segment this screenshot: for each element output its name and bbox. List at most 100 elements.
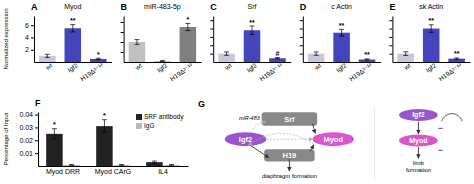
y-tick-mark bbox=[300, 20, 303, 21]
title: Myod bbox=[64, 3, 81, 11]
x-tick-label: H19Δ³⁻¹³ bbox=[258, 61, 284, 82]
y-tick bbox=[121, 22, 124, 23]
x-tick-label: Igf2 bbox=[156, 61, 170, 74]
x-tick: wt bbox=[223, 62, 233, 72]
x-tick-label: Myod DRR bbox=[46, 168, 80, 176]
error-bar bbox=[45, 54, 50, 57]
x-tick: IL4 bbox=[158, 168, 168, 175]
y-axis-line bbox=[213, 17, 214, 63]
significance-label: # bbox=[275, 50, 279, 57]
panel-label: B bbox=[121, 2, 128, 12]
node bbox=[313, 132, 354, 146]
bar bbox=[359, 59, 376, 62]
y-tick-label: 6 bbox=[25, 22, 29, 29]
y-tick bbox=[389, 37, 392, 38]
y-tick-label: 0.01 bbox=[19, 150, 33, 157]
significance-label: * bbox=[53, 121, 56, 128]
y-tick-mark bbox=[31, 50, 34, 51]
arrow bbox=[266, 139, 312, 140]
error-bar bbox=[134, 40, 139, 45]
bar bbox=[129, 42, 146, 62]
x-axis: wtIgf2H19Δ³⁻¹³ bbox=[303, 61, 381, 82]
error-bar bbox=[454, 58, 459, 60]
x-tick: H19Δ³⁻¹³ bbox=[258, 61, 284, 82]
plot-area bbox=[397, 25, 464, 62]
plot-area bbox=[39, 25, 106, 62]
bar bbox=[180, 27, 197, 62]
x-tick-label: Igf2 bbox=[66, 61, 80, 74]
bar bbox=[163, 165, 179, 166]
y-tick bbox=[121, 52, 124, 53]
bar bbox=[65, 28, 82, 62]
y-tick-mark bbox=[35, 127, 38, 128]
y-tick-mark bbox=[210, 45, 213, 46]
bar bbox=[90, 59, 107, 62]
bar bbox=[113, 165, 129, 166]
error-bar bbox=[314, 52, 319, 55]
bar bbox=[244, 30, 261, 62]
y-axis bbox=[300, 17, 304, 63]
error-bar bbox=[185, 23, 190, 30]
x-tick: Myod CArG bbox=[95, 168, 132, 176]
x-tick: Igf2 bbox=[245, 61, 259, 74]
y-axis: 0.010.020.030.04 bbox=[19, 111, 38, 166]
y-tick: 0.04 bbox=[19, 111, 38, 118]
panel-label: C bbox=[210, 2, 217, 12]
x-tick: H19Δ³⁻¹³ bbox=[348, 61, 374, 82]
y-tick-label: 0.04 bbox=[19, 111, 33, 118]
y-tick-mark bbox=[210, 20, 213, 21]
panel: wtIgf2H19Δ³⁻¹³*BmiR-483-5p bbox=[121, 2, 202, 82]
y-tick: 0.03 bbox=[19, 124, 38, 131]
y-axis-line bbox=[392, 17, 393, 63]
error-bar bbox=[70, 25, 75, 32]
y-tick bbox=[300, 20, 303, 21]
annotations: ***AMyodNormalized expression bbox=[3, 2, 100, 70]
legend-label: SRF antibody bbox=[144, 113, 184, 121]
x-tick: Igf2 bbox=[335, 61, 349, 74]
panel: wtIgf2H19Δ³⁻¹³**#CSrf bbox=[210, 2, 291, 82]
plot-area bbox=[129, 23, 196, 62]
node-label: Myod bbox=[323, 135, 343, 144]
y-tick bbox=[389, 45, 392, 46]
legend-label: IgG bbox=[144, 122, 154, 130]
x-tick-label: Igf2 bbox=[424, 61, 438, 74]
node-label: Igf2 bbox=[239, 135, 252, 144]
x-tick-label: Igf2 bbox=[245, 61, 259, 74]
y-tick-mark bbox=[389, 20, 392, 21]
arrow bbox=[251, 122, 266, 133]
significance-label: ** bbox=[364, 51, 370, 58]
y-tick-mark bbox=[121, 22, 124, 23]
node-label: Myod bbox=[409, 137, 427, 145]
significance-label: * bbox=[97, 51, 100, 58]
error-bar bbox=[224, 52, 229, 55]
arrow bbox=[313, 124, 316, 134]
x-axis: wtIgf2H19Δ³⁻¹³ bbox=[124, 61, 202, 82]
plot-area bbox=[218, 26, 285, 62]
y-axis bbox=[121, 17, 125, 63]
x-tick-label: H19Δ³⁻¹³ bbox=[79, 61, 105, 82]
error-bar bbox=[96, 58, 101, 59]
panel: wtIgf2H19Δ³⁻¹³****Esk Actin bbox=[389, 2, 470, 82]
panel-label: G bbox=[198, 99, 205, 109]
y-axis bbox=[210, 17, 214, 63]
error-bar bbox=[250, 26, 255, 34]
diagram: GSrfIgf2MyodH19Igf2MyodmiR-483diaphragm … bbox=[198, 99, 462, 180]
y-tick-mark bbox=[300, 45, 303, 46]
x-axis: Myod DRR Myod CArG IL4 bbox=[39, 167, 189, 176]
bracket bbox=[442, 114, 463, 122]
annotations: **#CSrf bbox=[210, 2, 279, 57]
x-tick: wt bbox=[133, 62, 143, 72]
y-tick-label: 2 bbox=[25, 46, 29, 53]
significance-label: * bbox=[103, 112, 106, 119]
arrow bbox=[418, 122, 419, 134]
y-axis-line bbox=[38, 113, 39, 167]
plot-area bbox=[46, 120, 180, 166]
arrow bbox=[251, 146, 269, 158]
x-tick: H19Δ³⁻¹³ bbox=[79, 61, 105, 82]
y-tick bbox=[210, 20, 213, 21]
significance-label: ** bbox=[70, 17, 76, 24]
x-tick: Igf2 bbox=[156, 61, 170, 74]
y-tick-label: 0.03 bbox=[19, 124, 33, 131]
x-tick: Igf2 bbox=[424, 61, 438, 74]
y-tick bbox=[121, 42, 124, 43]
